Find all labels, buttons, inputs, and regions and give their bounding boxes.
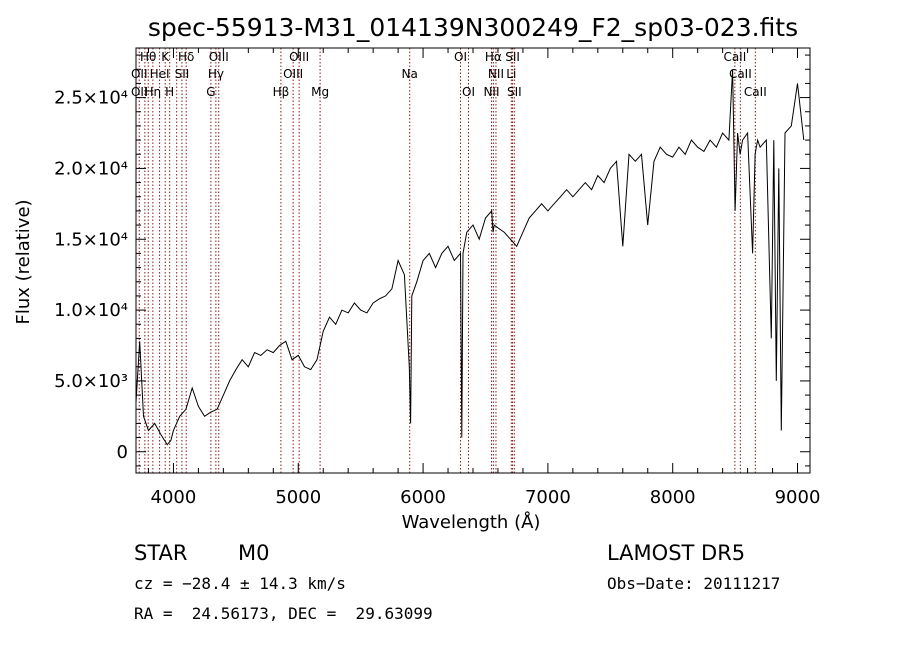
spectral-line-label: NII (488, 67, 504, 81)
spectral-line-label: H (165, 85, 174, 99)
spectral-line-label: OI (454, 50, 467, 64)
spectral-line-label: OII (131, 85, 148, 99)
spectral-line-label: G (206, 85, 215, 99)
y-tick-label: 1.5×10⁴ (54, 229, 128, 250)
spectral-line-label: HeI (150, 67, 170, 81)
x-axis-label: Wavelength (Å) (402, 511, 541, 533)
spectral-line-label: SII (505, 50, 520, 64)
x-axis: 4000 5000 6000 7000 8000 9000 (147, 48, 821, 508)
spectral-line-label: OI (462, 85, 475, 99)
plot-frame (135, 47, 811, 474)
x-tick-label: 5000 (275, 487, 321, 508)
x-tick-label: 8000 (650, 487, 696, 508)
observation-date: Obs−Date: 20111217 (607, 574, 781, 593)
spectral-line-label: Hη (145, 85, 162, 99)
spectral-line-label: Hα (485, 50, 502, 64)
spectral-line-markers (138, 48, 756, 473)
y-tick-label: 2.5×10⁴ (54, 88, 128, 109)
spectral-line-label: Hθ (140, 50, 156, 64)
object-subclass: M0 (238, 541, 270, 565)
spectral-line-label: SII (175, 67, 190, 81)
redshift-velocity: cz = −28.4 ± 14.3 km/s (134, 574, 346, 593)
spectral-line-label: Na (402, 67, 418, 81)
spectral-line-label: SII (507, 85, 522, 99)
spectrum-line (135, 69, 805, 446)
spectral-line-label: K (161, 50, 170, 64)
y-tick-label: 2.0×10⁴ (54, 158, 128, 179)
spectral-line-label: OIII (209, 50, 229, 64)
chart-title: spec-55913-M31_014139N300249_F2_sp03-023… (148, 13, 798, 42)
object-class: STAR (134, 541, 188, 565)
ra-dec-coordinates: RA = 24.56173, DEC = 29.63099 (134, 604, 433, 623)
spectral-line-label: Hβ (273, 85, 290, 99)
x-tick-label: 4000 (151, 487, 197, 508)
spectral-line-label: CaII (744, 85, 767, 99)
x-tick-label: 7000 (525, 487, 571, 508)
survey-name: LAMOST DR5 (607, 541, 746, 565)
spectral-line-label: OIII (289, 50, 309, 64)
spectral-line-label: Li (506, 67, 516, 81)
spectral-line-label: OII (131, 67, 148, 81)
x-tick-label: 9000 (775, 487, 821, 508)
spectral-line-label: Hγ (208, 67, 224, 81)
spectral-line-label: Hδ (178, 50, 194, 64)
y-tick-label: 0 (117, 442, 128, 463)
y-axis-label: Flux (relative) (13, 199, 34, 324)
spectral-line-label: OIII (283, 67, 303, 81)
spectral-line-label: CaII (729, 67, 752, 81)
spectral-line-label: Mg (311, 85, 329, 99)
spectral-line-label: NII (483, 85, 499, 99)
x-tick-label: 6000 (400, 487, 446, 508)
spectral-line-label: CaII (723, 50, 746, 64)
y-tick-label: 1.0×10⁴ (54, 300, 128, 321)
y-tick-label: 5.0×10³ (54, 371, 128, 392)
y-axis: 0 5.0×10³ 1.0×10⁴ 1.5×10⁴ 2.0×10⁴ 2.5×10⁴ (54, 54, 810, 467)
